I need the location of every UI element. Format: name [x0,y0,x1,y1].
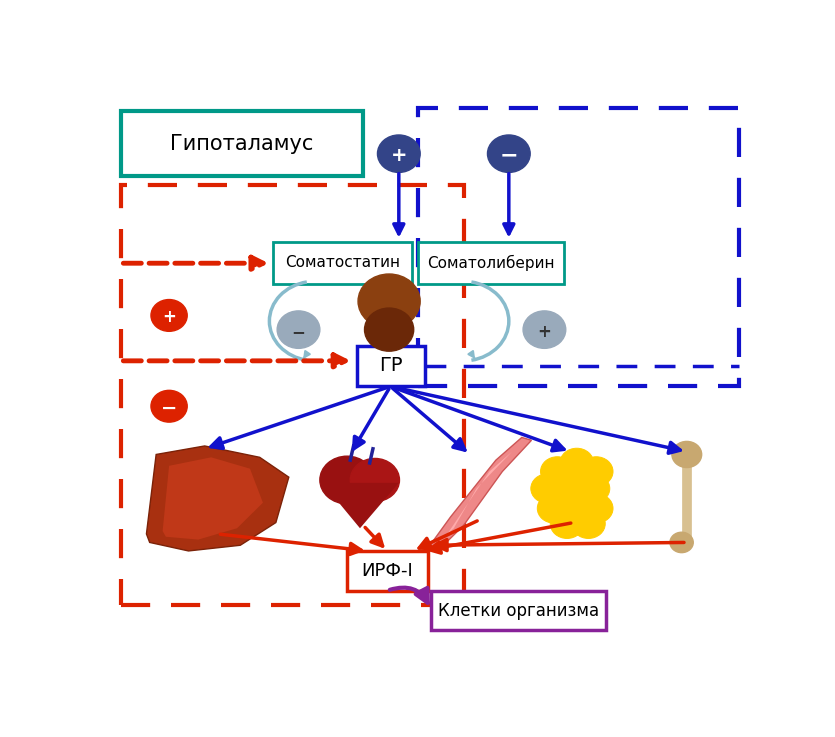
Circle shape [488,135,530,172]
Circle shape [572,509,605,539]
FancyBboxPatch shape [120,111,363,176]
Text: −: − [291,323,306,340]
Circle shape [377,135,420,172]
FancyBboxPatch shape [431,590,606,630]
Circle shape [537,494,571,523]
Polygon shape [322,483,399,528]
Circle shape [358,274,420,329]
Text: Соматостатин: Соматостатин [285,256,400,270]
Circle shape [351,458,399,502]
Polygon shape [370,248,408,290]
Circle shape [670,532,693,553]
Circle shape [151,299,187,332]
Circle shape [531,474,564,503]
Circle shape [550,509,584,539]
Text: Соматолиберин: Соматолиберин [428,255,554,271]
Text: −: − [161,399,177,418]
Circle shape [277,311,320,349]
FancyBboxPatch shape [272,242,412,284]
Circle shape [554,474,587,503]
Circle shape [523,311,566,349]
Circle shape [151,391,187,422]
Text: +: + [391,146,407,165]
Text: ИРФ-I: ИРФ-I [362,562,413,580]
Polygon shape [448,449,515,534]
Polygon shape [163,457,263,539]
Text: ГР: ГР [379,357,402,375]
Circle shape [560,448,594,478]
FancyBboxPatch shape [347,551,428,590]
Circle shape [579,457,613,486]
Circle shape [540,457,574,486]
Circle shape [672,441,701,467]
Text: +: + [162,309,176,326]
Text: Клетки организма: Клетки организма [438,601,599,620]
Text: Гипоталамус: Гипоталамус [170,134,314,154]
Text: −: − [499,146,519,166]
Circle shape [579,494,613,523]
Circle shape [320,456,374,504]
Circle shape [365,308,413,352]
Polygon shape [428,438,531,551]
FancyBboxPatch shape [418,242,564,284]
Text: +: + [538,323,551,340]
Polygon shape [146,446,289,551]
FancyBboxPatch shape [357,346,425,386]
Circle shape [560,494,594,523]
Circle shape [576,474,610,503]
